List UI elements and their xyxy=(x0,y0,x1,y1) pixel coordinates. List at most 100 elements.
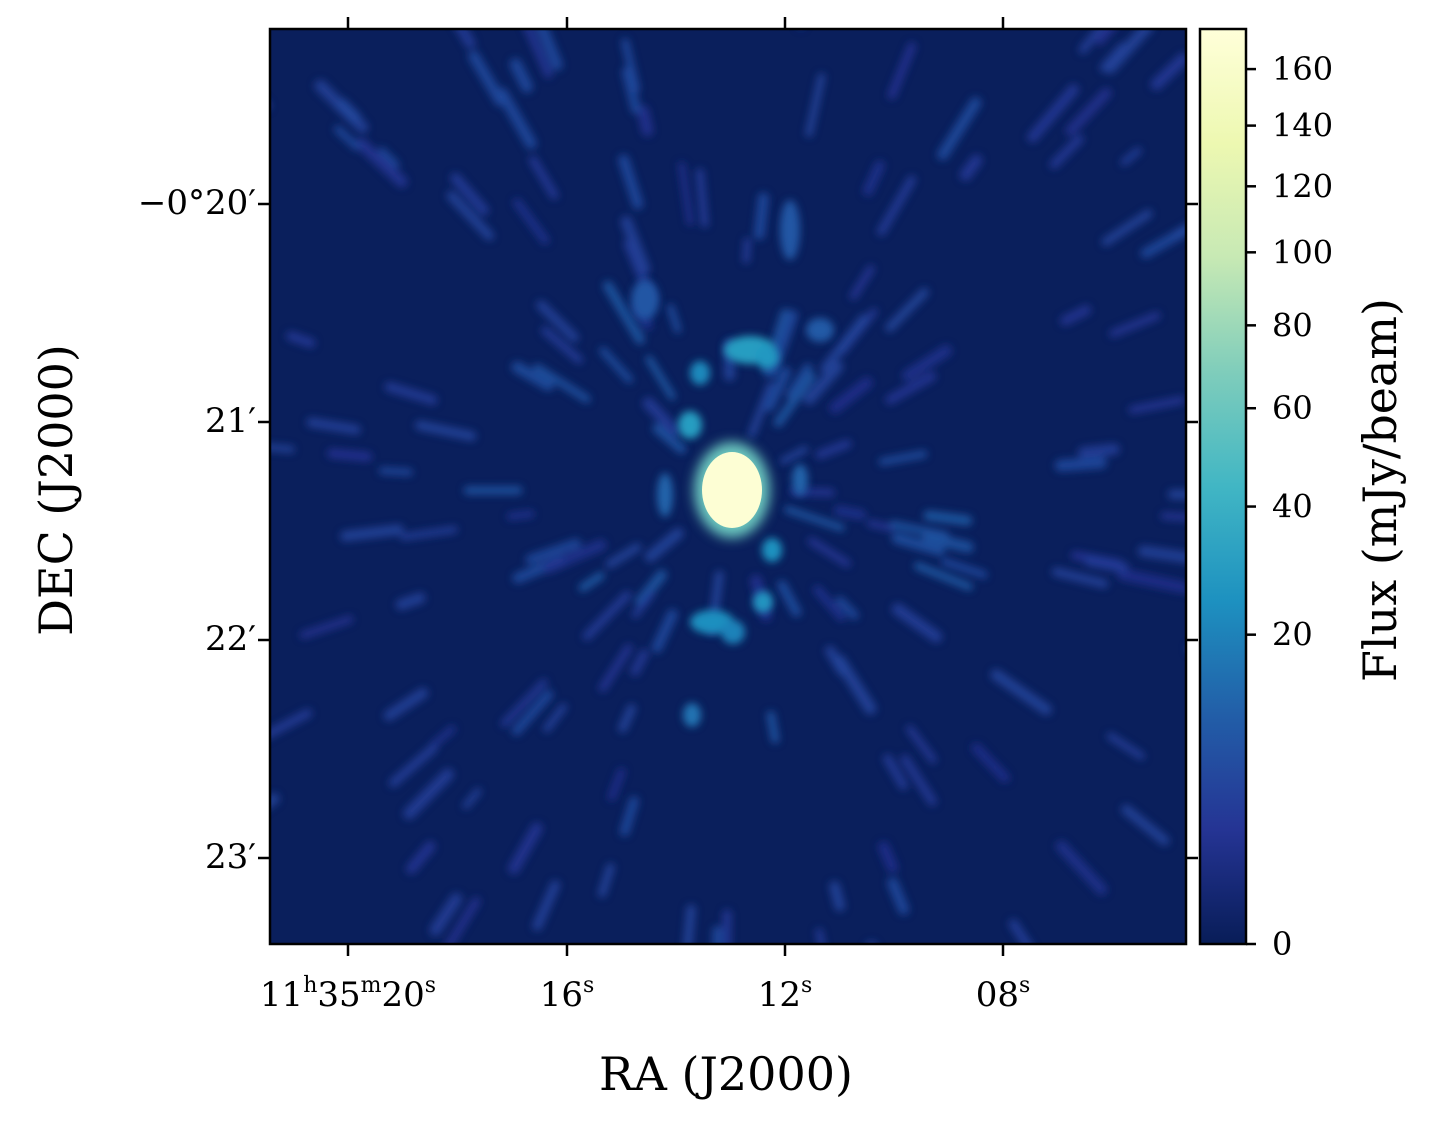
sidelobe-streak xyxy=(618,704,637,733)
sidelobe-streak xyxy=(1055,840,1108,896)
sidelobe-streak xyxy=(784,506,845,532)
sidelobe-streak xyxy=(429,892,463,936)
sidelobe-streak xyxy=(395,592,426,611)
x-tick-labels: 11h35m20s 16s 12s 08s xyxy=(260,973,1030,1015)
sidelobe-streak xyxy=(597,863,615,898)
colorbar-tick-label-4: 80 xyxy=(1272,306,1313,344)
sidelobe-streak xyxy=(695,168,709,228)
sidelobe-streak xyxy=(327,448,373,462)
sidelobe-streak xyxy=(829,881,846,912)
sidelobe-streak xyxy=(299,615,354,639)
sidelobe-streak xyxy=(1051,567,1109,589)
sidelobe-streak xyxy=(136,156,164,172)
sidelobe-streak xyxy=(452,1111,476,1133)
sidelobe-streak xyxy=(833,505,866,520)
sidelobe-streak xyxy=(773,372,816,428)
sidelobe-streak xyxy=(630,649,649,677)
sidelobe-streak xyxy=(807,537,851,568)
sidelobe-streak xyxy=(450,173,489,216)
sidelobe-streak xyxy=(496,87,537,150)
sidelobe-streak xyxy=(110,646,156,658)
sidelobe-streak xyxy=(378,467,413,476)
sidelobe-streak xyxy=(1117,568,1186,594)
sidelobe-streak xyxy=(202,371,257,383)
sidelobe-streak xyxy=(618,154,644,210)
sidelobe-streak xyxy=(333,125,361,151)
sidelobe-streak xyxy=(866,941,877,944)
sidelobe-streak xyxy=(666,303,682,334)
sidelobe-streak xyxy=(536,300,579,343)
sidelobe-streak xyxy=(336,98,361,124)
sidelobe-streak xyxy=(384,382,438,405)
sidelobe-streak xyxy=(1160,512,1186,522)
sidelobe-streak xyxy=(536,29,563,71)
sidelobe-streak xyxy=(596,0,601,14)
sidelobe-streak xyxy=(446,190,495,241)
sidelobe-streak xyxy=(306,417,361,435)
sidelobe-streak xyxy=(523,29,553,79)
sidelobe-streak xyxy=(270,103,271,109)
sidelobe-streak xyxy=(900,754,937,806)
sidelobe-streak xyxy=(543,539,607,574)
sidelobe-streak xyxy=(805,73,826,138)
y-tick-labels: −0°20′ 21′ 22′ 23′ xyxy=(138,183,256,877)
sidelobe-streak xyxy=(462,787,482,810)
sidelobe-streak xyxy=(902,345,952,382)
sidelobe-blob xyxy=(683,703,701,727)
sidelobe-blob xyxy=(806,318,834,342)
colorbar-tick-label-8: 160 xyxy=(1272,50,1333,88)
sidelobe-streak xyxy=(885,287,929,333)
sidelobe-streak xyxy=(532,880,561,931)
sidelobe-streak xyxy=(415,420,477,441)
sidelobe-streak xyxy=(1008,919,1033,944)
sidelobe-streak xyxy=(1271,349,1318,360)
sidelobe-streak xyxy=(833,655,877,715)
colorbar-frame xyxy=(1198,27,1248,946)
sidelobe-streak xyxy=(582,590,632,641)
sidelobe-streak xyxy=(406,841,436,875)
sidelobe-streak xyxy=(891,603,943,643)
sidelobe-streak xyxy=(1078,29,1106,54)
sidelobe-streak xyxy=(506,510,535,521)
sidelobe-streak xyxy=(455,29,476,49)
sidelobe-streak xyxy=(286,331,316,348)
colorbar-tick-label-0: 0 xyxy=(1272,925,1292,963)
sidelobe-streak xyxy=(678,161,694,226)
sidelobe-streak xyxy=(270,793,280,809)
sidelobe-blob xyxy=(792,464,808,496)
sidelobe-streak xyxy=(887,877,910,915)
sidelobe-blob xyxy=(678,411,702,439)
x-tick-label-2: 12s xyxy=(758,973,813,1015)
sidelobe-streak xyxy=(605,543,642,569)
colorbar-fill xyxy=(1200,29,1246,944)
y-tick-label-0: −0°20′ xyxy=(138,183,256,223)
sidelobe-streak xyxy=(578,571,605,592)
sidelobe-streak xyxy=(764,366,792,412)
sidelobe-streak xyxy=(923,510,973,526)
sidelobe-streak xyxy=(500,678,548,728)
sidelobe-streak xyxy=(1034,989,1059,1030)
sidelobe-streak xyxy=(270,708,313,739)
sidelobe-streak xyxy=(192,661,237,677)
y-tick-label-3: 23′ xyxy=(205,837,256,877)
sidelobe-streak xyxy=(1128,396,1185,414)
sidelobe-streak xyxy=(637,105,654,137)
sidelobe-streak xyxy=(712,925,723,944)
sidelobe-streak xyxy=(114,340,137,346)
sidelobe-streak xyxy=(937,97,982,161)
sidelobe-streak xyxy=(1302,593,1325,597)
colorbar: 0 20 40 60 80 100 120 140 160 Flux (mJy/beam) xyxy=(1198,27,1407,963)
sidelobe-streak xyxy=(651,609,678,653)
sidelobe-streak xyxy=(829,377,873,414)
sidelobe-streak xyxy=(777,580,802,617)
sidelobe-streak xyxy=(399,526,458,541)
sidelobe-streak xyxy=(742,237,752,264)
sidelobe-blob xyxy=(631,280,659,320)
sidelobe-streak xyxy=(1065,87,1112,136)
sidelobe-streak xyxy=(340,524,404,542)
sidelobe-streak xyxy=(786,363,813,400)
y-axis-title: DEC (J2000) xyxy=(29,344,83,636)
sidelobe-streak xyxy=(509,58,533,93)
sidelobe-blob xyxy=(755,345,779,369)
